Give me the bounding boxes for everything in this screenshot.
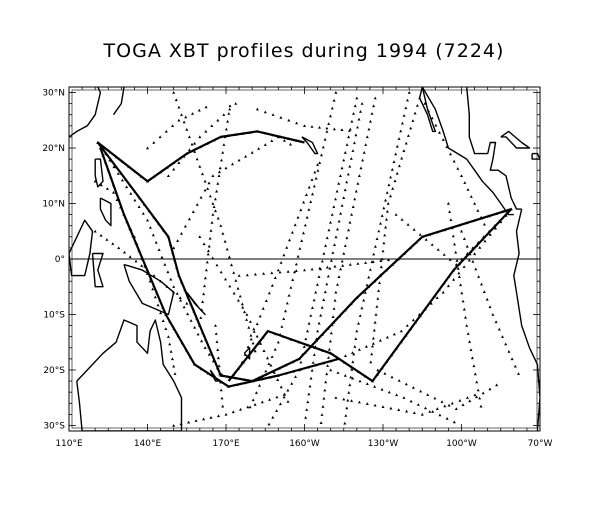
y-tick-label: 20°N bbox=[42, 144, 65, 154]
coastline-cuba bbox=[500, 130, 531, 149]
xbt-track-22-markers bbox=[334, 393, 477, 416]
xbt-track-26-markers bbox=[446, 202, 483, 408]
x-tick-label: 70°W bbox=[528, 439, 553, 449]
xbt-track-12-markers bbox=[304, 102, 364, 419]
xbt-track-6-markers bbox=[344, 207, 513, 357]
coastline-japan-ryukyu bbox=[112, 87, 125, 116]
xbt-track-21-markers bbox=[376, 368, 499, 410]
y-tick-label: 30°N bbox=[42, 89, 65, 99]
y-tick-label: 0° bbox=[55, 255, 65, 265]
axis-labels: 110°E 140°E 170°E 160°W 130°W 100°W 70°W 30°N 20… bbox=[42, 89, 552, 449]
coastline-philippines-south bbox=[99, 197, 112, 227]
xbt-track-1-markers bbox=[96, 141, 506, 383]
y-tick-label: 10°N bbox=[42, 200, 65, 210]
xbt-track-27-markers bbox=[329, 368, 456, 424]
xbt-track-10-markers bbox=[248, 91, 338, 409]
y-tick-label: 10°S bbox=[43, 310, 65, 320]
xbt-track-24-markers bbox=[172, 393, 286, 427]
xbt-track-20-markers bbox=[214, 324, 225, 408]
coastline-borneo bbox=[69, 219, 94, 277]
xbt-track-4-markers bbox=[93, 179, 177, 375]
coastline-australia bbox=[76, 319, 183, 431]
xbt-track-17-markers bbox=[172, 91, 257, 353]
xbt-track-19-markers bbox=[240, 163, 320, 364]
coastline-mexico-gulf bbox=[466, 87, 522, 210]
xbt-track-16-markers bbox=[423, 102, 486, 226]
y-tick-label: 30°S bbox=[43, 421, 65, 431]
coastline-sulawesi bbox=[91, 252, 104, 288]
x-tick-label: 170°E bbox=[212, 439, 240, 449]
heavy-track-0 bbox=[97, 130, 305, 183]
xbt-track-25-markers bbox=[460, 229, 520, 375]
coastline-hispaniola bbox=[531, 152, 540, 160]
xbt-track-8-markers bbox=[166, 102, 238, 177]
coastline-solomons bbox=[186, 291, 206, 316]
map-title: TOGA XBT profiles during 1994 (7224) bbox=[103, 40, 505, 62]
coastline-philippines-luzon bbox=[94, 158, 104, 188]
coastline-south-america bbox=[513, 208, 540, 431]
x-tick-label: 110°E bbox=[55, 439, 83, 449]
axis-ticks bbox=[68, 87, 541, 431]
xbt-track-30-markers bbox=[255, 107, 351, 132]
y-tick-label: 20°S bbox=[43, 366, 65, 376]
x-tick-label: 140°E bbox=[134, 439, 162, 449]
coastline-asia-mainland bbox=[69, 87, 102, 138]
xbt-track-5-markers bbox=[232, 207, 513, 383]
xbt-track-29-markers bbox=[146, 105, 208, 150]
x-tick-label: 130°W bbox=[368, 439, 399, 449]
xbt-track-13-markers bbox=[319, 96, 377, 424]
x-tick-label: 160°W bbox=[289, 439, 320, 449]
coastline-baja bbox=[418, 87, 436, 133]
xbt-track-2-markers bbox=[104, 152, 224, 376]
coastline-vietnam bbox=[69, 148, 70, 205]
heavy-track-1 bbox=[96, 141, 512, 383]
coastline-hawaii bbox=[301, 136, 319, 155]
coastline-mexico-central-america bbox=[421, 87, 514, 216]
xbt-track-31-markers bbox=[237, 258, 390, 277]
xbt-track-18-markers bbox=[198, 104, 232, 327]
heavy-track-3 bbox=[99, 147, 339, 388]
xbt-track-23-markers bbox=[93, 229, 195, 311]
heavy-track-2 bbox=[227, 208, 512, 383]
xbt-track-9-markers bbox=[198, 235, 290, 403]
xbt-track-0-markers bbox=[96, 129, 299, 183]
x-tick-label: 100°W bbox=[446, 439, 477, 449]
xbt-observation-layer bbox=[93, 91, 520, 427]
